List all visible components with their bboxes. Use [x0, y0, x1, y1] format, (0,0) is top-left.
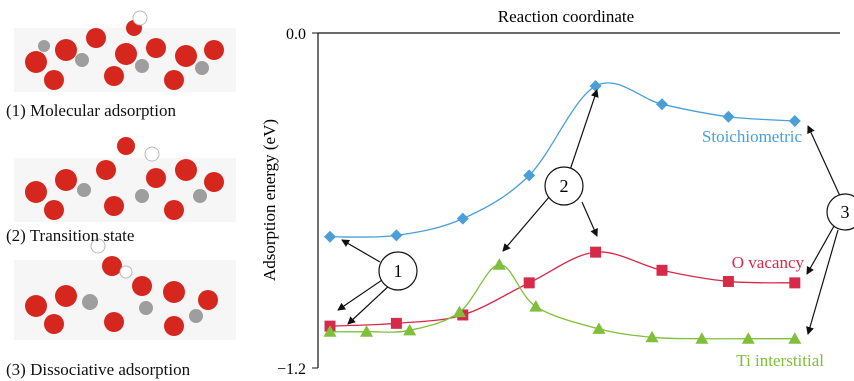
series-label-ti-interstitial: Ti interstitial: [736, 351, 824, 370]
data-point-o-vacancy-7: [789, 277, 801, 289]
panel-label-2: (2) Transition state: [6, 226, 134, 245]
annotation-arrows: [337, 89, 841, 335]
annotation-circle-3: 3: [826, 193, 854, 231]
data-point-ti-interstitial-1: [360, 325, 374, 337]
y-tick-label-bottom: −1.2: [277, 361, 306, 378]
data-point-stoichiometric-5: [656, 98, 668, 111]
series-ti-interstitial: [323, 258, 802, 344]
data-point-stoichiometric-1: [390, 229, 403, 242]
series-layer: [323, 80, 802, 344]
annotation-circle-1: 1: [378, 251, 418, 291]
molecule-image-2: [14, 137, 236, 222]
data-point-stoichiometric-6: [722, 110, 735, 123]
series-line-stoichiometric: [329, 82, 795, 238]
panel-label-3: (3) Dissociative adsorption: [6, 360, 191, 379]
data-point-ti-interstitial-10: [788, 332, 802, 344]
data-point-ti-interstitial-5: [529, 300, 543, 312]
series-stoichiometric: [324, 80, 801, 243]
data-point-stoichiometric-2: [456, 212, 469, 225]
annotation-label-1: 1: [394, 261, 403, 281]
data-point-ti-interstitial-6: [592, 322, 606, 334]
data-point-stoichiometric-7: [788, 114, 801, 127]
chart-title: Reaction coordinate: [498, 7, 634, 26]
data-point-ti-interstitial-9: [741, 332, 755, 344]
data-point-o-vacancy-1: [390, 317, 402, 329]
data-point-stoichiometric-4: [589, 80, 602, 93]
data-point-ti-interstitial-4: [492, 258, 506, 270]
data-point-o-vacancy-5: [656, 264, 668, 276]
series-label-o-vacancy: O vacancy: [732, 253, 805, 272]
panel-label-1: (1) Molecular adsorption: [6, 101, 176, 120]
data-point-ti-interstitial-3: [452, 305, 466, 318]
y-axis-label: Adsorption energy (eV): [260, 119, 279, 281]
data-point-o-vacancy-3: [523, 277, 535, 289]
data-point-ti-interstitial-8: [695, 332, 709, 344]
data-point-ti-interstitial-2: [403, 323, 417, 336]
data-point-stoichiometric-3: [523, 169, 536, 182]
series-line-o-vacancy: [329, 251, 795, 327]
annotation-label-3: 3: [841, 202, 850, 222]
data-point-o-vacancy-6: [722, 275, 734, 287]
data-point-stoichiometric-0: [324, 230, 336, 243]
y-tick-label-top: 0.0: [286, 26, 306, 43]
series-label-stoichiometric: Stoichiometric: [702, 127, 803, 146]
data-point-ti-interstitial-0: [323, 325, 337, 337]
data-point-ti-interstitial-7: [645, 330, 659, 343]
molecule-image-1: [14, 10, 236, 92]
data-point-o-vacancy-4: [590, 246, 602, 258]
annotation-label-2: 2: [560, 176, 569, 196]
annotation-circle-2: 2: [544, 166, 584, 206]
molecule-image-3: [14, 238, 236, 340]
